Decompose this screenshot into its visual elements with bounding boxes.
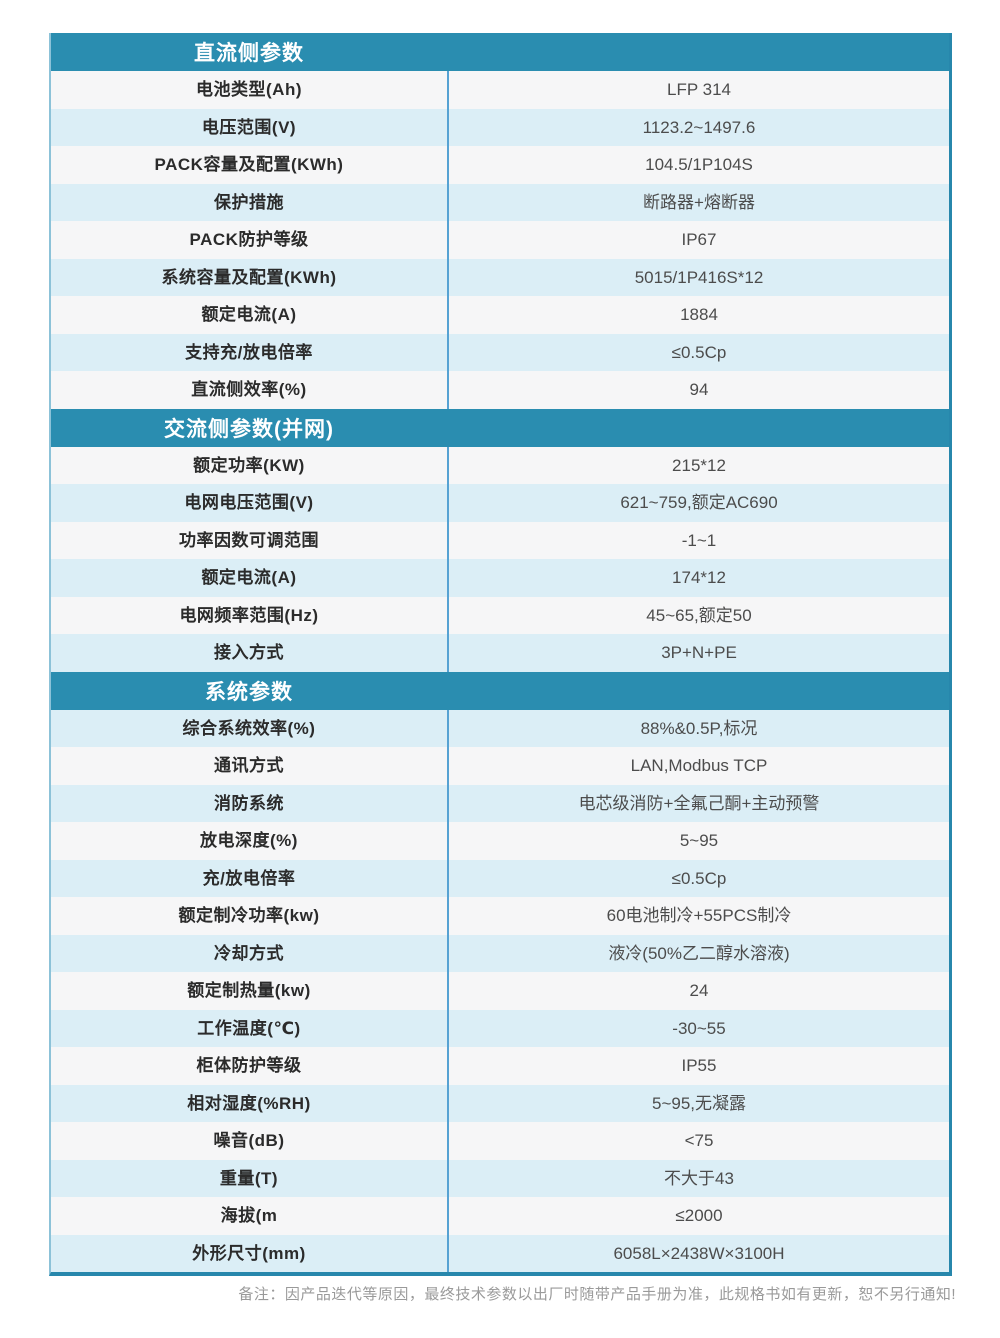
- param-value: 5015/1P416S*12: [634, 267, 764, 287]
- table-row: 额定电流(A) 174*12: [51, 559, 949, 597]
- param-label: 电池类型(Ah): [51, 71, 449, 109]
- table-row: 额定制热量(kw) 24: [51, 972, 949, 1010]
- param-label: 直流侧效率(%): [51, 371, 449, 409]
- table-row: 保护措施 断路器+熔断器: [51, 183, 949, 221]
- table-row: 直流侧效率(%) 94: [51, 371, 949, 409]
- param-value: ≤2000: [675, 1206, 723, 1226]
- param-label: 支持充/放电倍率: [51, 333, 449, 371]
- param-value: 液冷(50%乙二醇水溶液): [608, 943, 790, 963]
- param-value: IP55: [681, 1056, 717, 1076]
- param-label: 工作温度(℃): [51, 1009, 449, 1047]
- param-value: 215*12: [672, 455, 726, 475]
- param-label: 放电深度(%): [51, 822, 449, 860]
- param-value: 60电池制冷+55PCS制冷: [606, 906, 792, 926]
- param-value: <75: [684, 1131, 714, 1151]
- param-value: 断路器+熔断器: [643, 192, 755, 212]
- param-label: 充/放电倍率: [51, 859, 449, 897]
- param-label: 额定功率(KW): [51, 446, 449, 484]
- param-label: 消防系统: [51, 784, 449, 822]
- table-row: 工作温度(℃) -30~55: [51, 1009, 949, 1047]
- table-row: 系统容量及配置(KWh) 5015/1P416S*12: [51, 258, 949, 296]
- footer-note: 备注：因产品迭代等原因，最终技术参数以出厂时随带产品手册为准，此规格书如有更新，…: [238, 1286, 956, 1303]
- param-label: 噪音(dB): [51, 1122, 449, 1160]
- param-value: LAN,Modbus TCP: [630, 756, 768, 776]
- table-row: 额定电流(A) 1884: [51, 296, 949, 334]
- param-value: ≤0.5Cp: [671, 342, 727, 362]
- section-header: 系统参数: [51, 671, 949, 710]
- param-value: -30~55: [672, 1018, 726, 1038]
- param-label: 功率因数可调范围: [51, 521, 449, 559]
- param-value: IP67: [681, 230, 717, 250]
- table-row: 放电深度(%) 5~95: [51, 822, 949, 860]
- param-label: 电网电压范围(V): [51, 484, 449, 522]
- table-row: 支持充/放电倍率 ≤0.5Cp: [51, 333, 949, 371]
- spec-table: 直流侧参数电池类型(Ah) LFP 314 电压范围(V) 1123.2~1497.6…: [49, 33, 952, 1276]
- param-label: 电网频率范围(Hz): [51, 596, 449, 634]
- table-row: 重量(T) 不大于43: [51, 1159, 949, 1197]
- param-label: PACK容量及配置(KWh): [51, 146, 449, 184]
- param-label: 接入方式: [51, 634, 449, 672]
- table-row: 电网频率范围(Hz) 45~65,额定50: [51, 596, 949, 634]
- param-value: 不大于43: [664, 1168, 734, 1188]
- param-value: 电芯级消防+全氟己酮+主动预警: [578, 793, 820, 813]
- section-header: 直流侧参数: [51, 33, 949, 71]
- param-label: PACK防护等级: [51, 221, 449, 259]
- param-value: 5~95,无凝露: [651, 1093, 746, 1113]
- table-row: 噪音(dB) <75: [51, 1122, 949, 1160]
- table-row: PACK容量及配置(KWh) 104.5/1P104S: [51, 146, 949, 184]
- param-value: 104.5/1P104S: [645, 155, 753, 175]
- section-title: 直流侧参数: [194, 42, 304, 65]
- table-row: 电池类型(Ah) LFP 314: [51, 71, 949, 109]
- table-row: 额定制冷功率(kw) 60电池制冷+55PCS制冷: [51, 897, 949, 935]
- param-label: 相对湿度(%RH): [51, 1084, 449, 1122]
- section-title: 交流侧参数(并网): [164, 417, 334, 441]
- param-value: 1123.2~1497.6: [642, 117, 756, 137]
- param-label: 海拔(m: [51, 1197, 449, 1235]
- param-value: -1~1: [681, 530, 717, 550]
- param-label: 综合系统效率(%): [51, 709, 449, 747]
- table-row: 综合系统效率(%) 88%&0.5P,标况: [51, 709, 949, 747]
- table-row: 接入方式 3P+N+PE: [51, 634, 949, 672]
- param-label: 外形尺寸(mm): [51, 1234, 449, 1272]
- table-row: 外形尺寸(mm) 6058L×2438W×3100H: [51, 1234, 949, 1272]
- section-title: 系统参数: [205, 680, 293, 704]
- param-label: 重量(T): [51, 1159, 449, 1197]
- param-value: 621~759,额定AC690: [620, 493, 778, 513]
- param-value: ≤0.5Cp: [671, 868, 727, 888]
- table-row: 通讯方式 LAN,Modbus TCP: [51, 747, 949, 785]
- param-label: 通讯方式: [51, 747, 449, 785]
- table-row: 电网电压范围(V) 621~759,额定AC690: [51, 484, 949, 522]
- table-row: 冷却方式 液冷(50%乙二醇水溶液): [51, 934, 949, 972]
- param-label: 额定制热量(kw): [51, 972, 449, 1010]
- param-value: 24: [689, 981, 709, 1001]
- param-value: 3P+N+PE: [661, 643, 737, 663]
- table-row: 电压范围(V) 1123.2~1497.6: [51, 108, 949, 146]
- param-label: 保护措施: [51, 183, 449, 221]
- param-label: 系统容量及配置(KWh): [51, 258, 449, 296]
- param-label: 额定电流(A): [51, 559, 449, 597]
- param-value: 94: [689, 380, 709, 400]
- param-value: 174*12: [672, 568, 726, 588]
- table-row: 柜体防护等级 IP55: [51, 1047, 949, 1085]
- table-row: 额定功率(KW) 215*12: [51, 446, 949, 484]
- param-label: 额定制冷功率(kw): [51, 897, 449, 935]
- param-label: 电压范围(V): [51, 108, 449, 146]
- param-value: LFP 314: [667, 80, 731, 100]
- param-label: 冷却方式: [51, 934, 449, 972]
- param-value: 88%&0.5P,标况: [640, 718, 758, 738]
- section-header: 交流侧参数(并网): [51, 408, 949, 447]
- param-value: 5~95: [679, 831, 719, 851]
- param-value: 45~65,额定50: [646, 605, 752, 625]
- param-label: 柜体防护等级: [51, 1047, 449, 1085]
- table-row: 充/放电倍率 ≤0.5Cp: [51, 859, 949, 897]
- param-label: 额定电流(A): [51, 296, 449, 334]
- table-row: 消防系统 电芯级消防+全氟己酮+主动预警: [51, 784, 949, 822]
- table-row: PACK防护等级 IP67: [51, 221, 949, 259]
- param-value: 6058L×2438W×3100H: [613, 1243, 785, 1263]
- table-row: 相对湿度(%RH) 5~95,无凝露: [51, 1084, 949, 1122]
- param-value: 1884: [680, 305, 718, 325]
- table-row: 海拔(m ≤2000: [51, 1197, 949, 1235]
- table-row: 功率因数可调范围 -1~1: [51, 521, 949, 559]
